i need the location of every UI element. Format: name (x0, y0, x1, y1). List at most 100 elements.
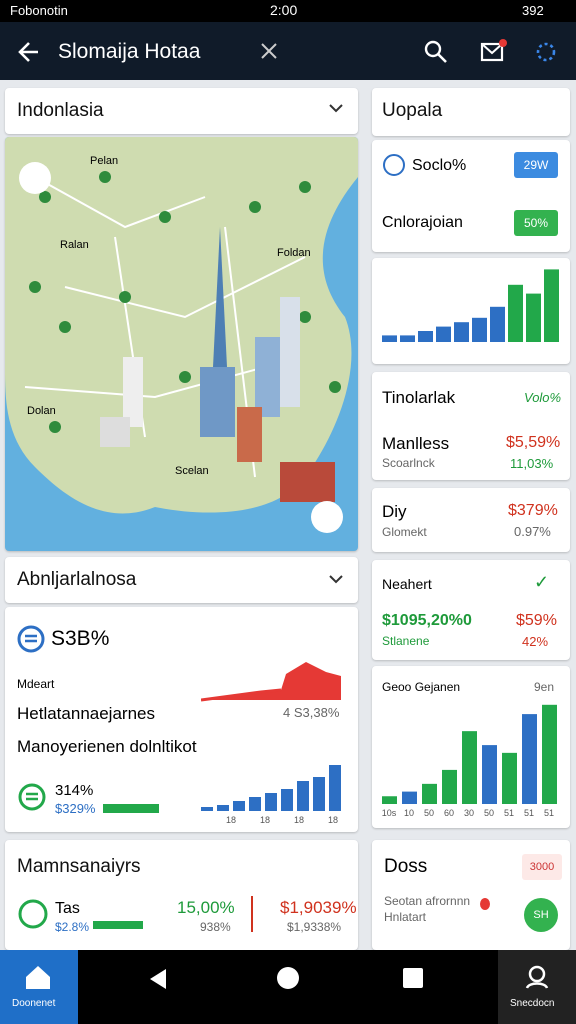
icon (18, 899, 48, 929)
badge: 50% (514, 210, 558, 236)
bar (249, 797, 261, 811)
loading-button[interactable] (535, 41, 557, 63)
bar (454, 322, 469, 342)
bar-chart (382, 269, 559, 342)
line: Seotan afrornnn (384, 894, 471, 908)
bar (522, 714, 537, 804)
bar (472, 317, 487, 342)
label: Diy (382, 502, 407, 521)
card-title: Mamnsanaiyrs (17, 856, 141, 877)
card-title: Tinolarlak (382, 388, 456, 407)
value: $59% (516, 612, 557, 629)
check: ✓ (534, 572, 550, 592)
sub: Stlanene (382, 634, 430, 648)
bar-label: 18 (260, 815, 270, 825)
bar (297, 781, 309, 811)
label: Manoyerienen dolnltikot (17, 737, 197, 756)
value-sub: 938% (200, 920, 231, 934)
bar (281, 789, 293, 811)
map-card-header[interactable]: Indonlasia (5, 88, 358, 134)
sub-value: 11,03% (510, 456, 554, 471)
bar (313, 777, 325, 811)
bar (265, 793, 277, 811)
bar (542, 704, 557, 804)
bar-label: 51 (544, 808, 554, 818)
bar (217, 805, 229, 811)
bar-label: 18 (294, 815, 304, 825)
map-label: Pelan (90, 155, 119, 167)
item: Tas (55, 900, 80, 917)
card-header[interactable]: Uopala (372, 88, 570, 136)
home-icon (26, 966, 50, 989)
tag: Volo% (524, 390, 562, 405)
area-chart (201, 662, 341, 702)
bar-label: 50 (484, 808, 494, 818)
bar (329, 765, 341, 811)
app-bar: Slomaija Hotaa (0, 22, 576, 80)
icon (18, 783, 46, 811)
back-button[interactable] (16, 39, 42, 65)
value: $5,59% (506, 434, 561, 451)
icon (383, 154, 405, 176)
people-icon (525, 965, 549, 989)
chevron (329, 575, 343, 584)
card-title: Doss (384, 856, 428, 877)
progress (103, 804, 159, 813)
sub: 42% (522, 634, 549, 649)
value: 15,00% (177, 898, 235, 917)
item-sub: $2.8% (55, 920, 90, 934)
bar-label: 30 (464, 808, 474, 818)
stat: 314% (55, 782, 94, 799)
recent-nav[interactable] (402, 967, 424, 989)
badge: 3000 (522, 854, 562, 880)
chevron (329, 104, 343, 113)
sub-label: Scoarlnck (382, 456, 435, 470)
search-button[interactable] (424, 40, 448, 64)
bar-label: 60 (444, 808, 454, 818)
stats-card: S3B% Mdeart Hetlatannaejarnes 4 S3,38% M… (5, 607, 358, 832)
card-title: Indonlasia (17, 100, 104, 121)
nav-home[interactable]: Doonenet (0, 950, 78, 1024)
bar (490, 306, 505, 342)
sub-label: Glomekt (382, 525, 427, 539)
map-graphic (5, 137, 358, 533)
icon (17, 625, 45, 653)
value: $379% (508, 502, 558, 519)
bar (442, 769, 457, 804)
back-nav[interactable] (148, 968, 168, 990)
card-title: Uopala (382, 100, 443, 121)
value: $1095,20%0 (382, 612, 472, 629)
tag: 9en (534, 680, 555, 694)
close-button[interactable] (260, 42, 278, 60)
label: Manlless (382, 434, 450, 453)
bar (402, 791, 417, 804)
card-title: Abnljarlalnosa (17, 569, 137, 590)
map-label: Dolan (27, 405, 56, 417)
nav-right[interactable]: Snecdocn (498, 950, 576, 1024)
bar-chart: 10s 10 50 60 30 50 51 51 51 (382, 704, 557, 818)
bar-label: 18 (226, 815, 236, 825)
nav-label: Snecdocn (510, 998, 555, 1009)
bar-label: 10 (404, 808, 414, 818)
label: Mdeart (17, 677, 55, 691)
mail-button[interactable] (480, 38, 508, 64)
chart-card (372, 258, 570, 364)
stat: S3B% (51, 627, 110, 650)
map[interactable]: Pelan Ralan Foldan Dolan Scelan (5, 137, 358, 551)
home-nav[interactable] (276, 966, 300, 990)
label: Hetlatannaejarnes (17, 704, 155, 723)
bar (201, 807, 213, 811)
bar (544, 269, 559, 342)
bar (422, 783, 437, 804)
bar (233, 801, 245, 811)
bar (418, 331, 433, 342)
metrics-card: Tinolarlak Volo% Manlless $5,59% Scoarln… (372, 372, 570, 480)
divider (251, 896, 253, 932)
bar (462, 731, 477, 804)
bar-label: 51 (504, 808, 514, 818)
value: $1,9039% (280, 898, 357, 917)
value-sub: $1,9338% (287, 920, 342, 934)
app-title: Slomaija Hotaa (58, 40, 201, 63)
card-header[interactable]: Abnljarlalnosa (5, 557, 358, 603)
